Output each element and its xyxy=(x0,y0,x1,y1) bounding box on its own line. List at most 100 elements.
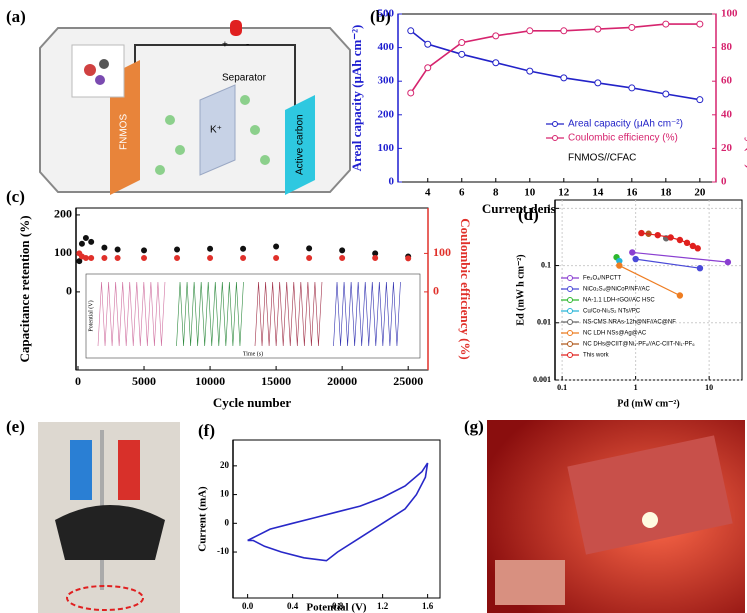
legend-label: Areal capacity (μAh cm⁻²) xyxy=(568,119,683,130)
data-point xyxy=(697,21,703,27)
y-tick-label: 0.1 xyxy=(541,260,551,269)
x-tick-label: 10 xyxy=(705,383,713,392)
inset-frame xyxy=(86,274,420,358)
x-tick-label: 0.4 xyxy=(287,601,299,611)
y-tick-label: 0.01 xyxy=(537,318,551,327)
panel-label: (f) xyxy=(198,421,215,440)
data-point xyxy=(274,244,279,249)
y-tick-label: 0 xyxy=(389,176,395,188)
data-point xyxy=(425,65,431,71)
data-point xyxy=(102,245,107,250)
data-point xyxy=(241,256,246,261)
y-tick-label: 0 xyxy=(66,284,72,298)
y2-tick-label: 100 xyxy=(433,245,451,259)
legend-label: NA-1.1 LDH-rGO//AC HSC xyxy=(583,298,655,304)
legend-marker xyxy=(568,331,573,336)
data-point xyxy=(241,246,246,251)
data-point xyxy=(102,256,107,261)
y2-tick-label: 60 xyxy=(721,75,733,87)
y-axis-label: Areal capacity (μAh cm⁻²) xyxy=(349,25,364,172)
x-tick-label: 0.0 xyxy=(242,601,254,611)
legend-label: Cu/Co-Ni₃S₂ NTs//PC xyxy=(583,309,641,315)
y-tick-label: 100 xyxy=(378,142,395,154)
data-point xyxy=(561,28,567,34)
inset-y-label: Potential (V) xyxy=(87,300,94,331)
legend-marker xyxy=(568,309,573,314)
y2-tick-label: 0 xyxy=(433,284,439,298)
data-point xyxy=(79,241,84,246)
data-point xyxy=(175,256,180,261)
x-tick-label: 5000 xyxy=(132,374,156,388)
legend-label: Coulombic efficiency (%) xyxy=(568,133,678,144)
data-point xyxy=(725,259,730,264)
data-point xyxy=(208,256,213,261)
data-point xyxy=(373,256,378,261)
x-tick-label: 18 xyxy=(660,187,672,199)
y-axis-label: Current (mA) xyxy=(197,486,209,552)
data-point xyxy=(633,256,638,261)
x-tick-label: 16 xyxy=(626,187,638,199)
legend-marker xyxy=(568,353,573,358)
x-tick-label: 1.6 xyxy=(422,601,434,611)
plot-frame xyxy=(398,14,716,182)
data-point xyxy=(83,236,88,241)
data-point xyxy=(408,90,414,96)
data-point xyxy=(425,41,431,47)
x-tick-label: 8 xyxy=(493,187,499,199)
y-tick-label: 500 xyxy=(378,8,395,20)
data-point xyxy=(115,256,120,261)
data-point xyxy=(274,256,279,261)
photo xyxy=(487,420,745,613)
label: FNMOS xyxy=(119,114,130,150)
data-point xyxy=(639,230,644,235)
panel-label: (d) xyxy=(518,205,539,224)
x-tick-label: 10000 xyxy=(195,374,225,388)
y2-tick-label: 40 xyxy=(721,108,733,120)
data-point xyxy=(175,247,180,252)
x-tick-label: 1.2 xyxy=(377,601,389,611)
y-axis-label: Ed (mW h cm⁻²) xyxy=(515,254,526,325)
data-point xyxy=(406,256,411,261)
data-point xyxy=(408,28,414,34)
x-tick-label: 25000 xyxy=(393,374,423,388)
data-point xyxy=(677,237,682,242)
legend-marker xyxy=(568,298,573,303)
data-point xyxy=(459,51,465,57)
y-tick-label: 1 xyxy=(547,203,551,212)
data-point xyxy=(340,248,345,253)
x-tick-label: 14 xyxy=(592,187,604,199)
x-tick-label: 4 xyxy=(425,187,431,199)
panel-label: (g) xyxy=(464,417,484,436)
inset-x-label: Time (s) xyxy=(243,350,263,357)
x-tick-label: 0.1 xyxy=(557,383,567,392)
data-point xyxy=(695,246,700,251)
y-tick-label: 300 xyxy=(378,75,395,87)
data-point xyxy=(459,40,465,46)
data-point xyxy=(655,232,660,237)
legend-label: This work xyxy=(583,353,610,359)
x-axis-label: Pd (mW cm⁻²) xyxy=(617,398,680,409)
data-point xyxy=(307,246,312,251)
y-tick-label: 20 xyxy=(220,460,230,470)
data-point xyxy=(340,256,345,261)
y-tick-label: 200 xyxy=(54,207,72,221)
photo xyxy=(38,422,180,613)
panel-label: (e) xyxy=(6,417,25,436)
figure: FNMOS Separator K⁺ Active carbon + - (a)… xyxy=(0,0,747,613)
data-point xyxy=(697,97,703,103)
panel-label: (c) xyxy=(6,187,25,206)
legend-label: NiCo₂S₄@NiCoP/NF//AC xyxy=(583,287,651,293)
label: Separator xyxy=(222,73,267,84)
data-point xyxy=(561,75,567,81)
schematic: FNMOS Separator K⁺ Active carbon + - xyxy=(40,20,350,195)
data-point xyxy=(527,28,533,34)
y2-axis-label: Coulombic efficiency (%) xyxy=(458,218,473,360)
data-point xyxy=(208,246,213,251)
data-point xyxy=(493,33,499,39)
data-point xyxy=(527,68,533,74)
legend-label: NS-CMS NRAs-12h@NF//AC@NF xyxy=(583,320,676,326)
data-point xyxy=(629,24,635,30)
legend-label: Fe₃O₄/NPCTT xyxy=(583,276,622,282)
x-tick-label: 15000 xyxy=(261,374,291,388)
x-axis-label: Cycle number xyxy=(213,395,292,410)
